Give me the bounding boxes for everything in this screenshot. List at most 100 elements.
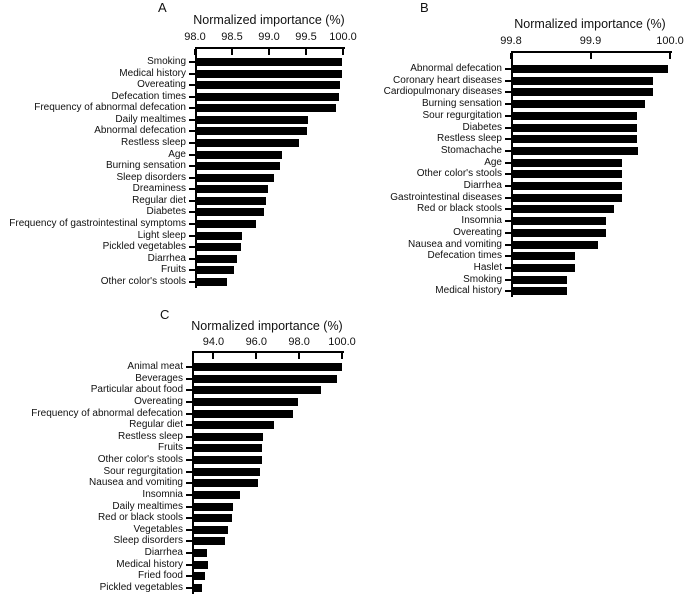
category-label: Age: [484, 156, 502, 168]
bar: [197, 219, 257, 228]
category-label: Frequency of gastrointestinal symptoms: [9, 217, 186, 229]
category-tick: [186, 586, 192, 589]
category-tick: [186, 540, 192, 543]
bar: [194, 374, 337, 383]
bar: [194, 572, 206, 581]
bar: [194, 386, 321, 395]
category-tick: [505, 255, 511, 258]
category-label: Overeating: [134, 395, 183, 407]
bar: [197, 69, 342, 78]
category-label: Abnormal defecation: [410, 63, 502, 74]
category-tick: [505, 266, 511, 269]
x-tick-label: 98.0: [288, 336, 310, 348]
category-tick: [505, 290, 511, 293]
category-tick: [189, 61, 195, 63]
x-tick-label: 94.0: [202, 336, 225, 348]
bar: [194, 549, 208, 558]
category-tick: [186, 400, 192, 403]
category-label: Red or black stools: [97, 512, 183, 524]
category-tick: [505, 68, 511, 70]
category-label: Vegetables: [133, 523, 184, 535]
x-tick: [231, 49, 233, 55]
bar: [513, 193, 623, 202]
y-axis-line: [195, 47, 197, 288]
x-tick: [341, 353, 343, 359]
category-label: Diabetes: [462, 121, 502, 133]
category-tick: [189, 246, 195, 249]
x-tick: [589, 53, 592, 59]
category-tick: [186, 366, 192, 368]
bar: [513, 158, 623, 167]
x-tick-label: 100.0: [656, 35, 684, 47]
category-label: Medical history: [435, 285, 502, 297]
category-tick: [189, 141, 195, 144]
y-axis-line: [511, 51, 513, 297]
category-tick: [189, 107, 195, 110]
bar: [197, 243, 241, 252]
category-tick: [189, 188, 195, 191]
category-label: Other color's stools: [416, 168, 502, 180]
category-tick: [505, 173, 511, 176]
category-label: Other color's stools: [100, 275, 186, 287]
bar: [194, 456, 262, 465]
category-tick: [505, 79, 511, 82]
x-tick: [669, 53, 671, 59]
category-tick: [186, 563, 192, 566]
category-tick: [189, 222, 195, 225]
category-label: Pickled vegetables: [102, 241, 186, 253]
category-tick: [186, 377, 192, 380]
category-tick: [186, 482, 192, 485]
bar: [513, 252, 576, 261]
bar: [197, 266, 235, 275]
category-label: Red or black stools: [416, 203, 502, 215]
panel-letter-a: A: [158, 0, 167, 15]
category-label: Overeating: [137, 79, 186, 91]
category-tick: [186, 505, 192, 508]
bar: [513, 123, 638, 132]
bar: [194, 490, 240, 499]
category-tick: [186, 552, 192, 555]
bar: [513, 287, 567, 296]
x-tick: [194, 49, 196, 55]
category-label: Sour regurgitation: [103, 465, 184, 477]
category-tick: [186, 459, 192, 462]
category-label: Frequency of abnormal defecation: [31, 407, 183, 419]
category-tick: [186, 389, 192, 392]
bar: [513, 228, 607, 237]
bar: [197, 150, 283, 159]
bar: [513, 275, 567, 284]
category-label: Light sleep: [137, 229, 186, 241]
bar: [513, 240, 598, 249]
category-label: Abnormal defecation: [94, 125, 186, 137]
category-tick: [189, 176, 195, 179]
category-label: Nausea and vomiting: [408, 238, 502, 250]
category-label: Pickled vegetables: [99, 581, 183, 593]
panel-letter-c: C: [160, 307, 170, 322]
x-axis-line: [195, 47, 345, 49]
x-tick-label: 96.0: [245, 336, 267, 348]
bar: [513, 76, 654, 85]
category-tick: [186, 447, 192, 450]
bar: [194, 397, 298, 406]
category-label: Burning sensation: [105, 160, 186, 172]
category-tick: [505, 243, 511, 246]
category-tick: [505, 126, 511, 129]
category-label: Defecation times: [111, 90, 186, 102]
x-tick: [298, 353, 301, 359]
category-tick: [186, 435, 192, 438]
bar: [513, 217, 607, 226]
category-tick: [189, 269, 195, 272]
category-tick: [186, 412, 192, 415]
x-tick-label: 100.0: [328, 336, 356, 348]
category-label: Sour regurgitation: [422, 109, 503, 121]
category-label: Smoking: [147, 56, 186, 67]
bar: [194, 514, 232, 523]
category-label: Restless sleep: [120, 136, 186, 148]
category-label: Cardiopulmonary diseases: [383, 86, 502, 98]
category-label: Diarrhea: [463, 180, 502, 191]
category-label: Defecation times: [427, 250, 502, 262]
x-tick-label: 99.0: [258, 31, 280, 43]
